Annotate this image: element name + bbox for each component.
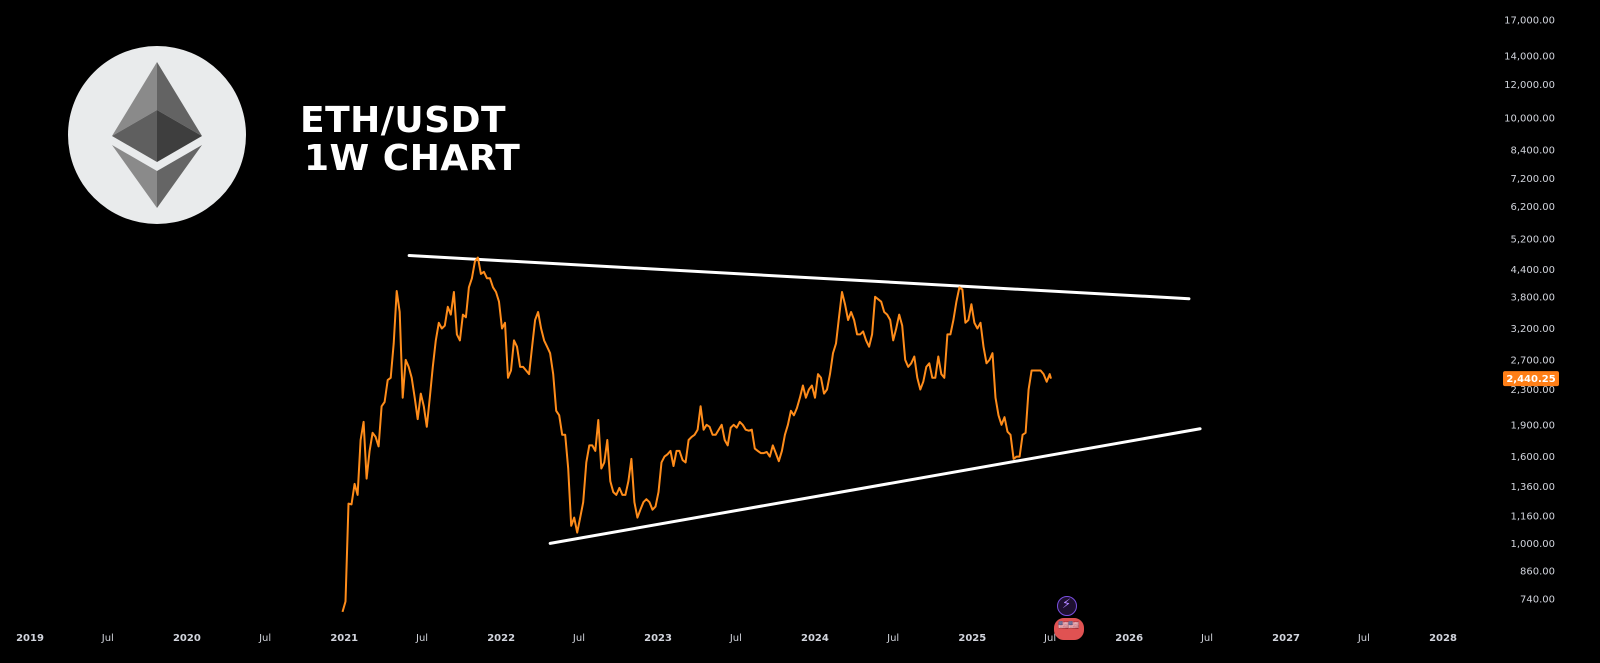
trendline-support[interactable] [548, 427, 1202, 545]
x-tick-label: Jul [1043, 633, 1056, 644]
x-tick-label: Jul [1200, 633, 1213, 644]
y-tick-label: 3,800.00 [1510, 292, 1555, 303]
title-line-2: 1W CHART [304, 138, 521, 179]
x-tick-label: 2019 [16, 633, 44, 644]
x-tick-label: Jul [1357, 633, 1370, 644]
x-tick-label: 2024 [801, 633, 829, 644]
x-tick-label: Jul [729, 633, 742, 644]
y-tick-label: 3,200.00 [1510, 324, 1555, 335]
x-axis[interactable]: 2019 Jul 2020 Jul 2021 Jul 2022 Jul 2023 Jul 2024 J… [16, 633, 1457, 644]
x-tick-label: 2028 [1429, 633, 1457, 644]
y-tick-label: 7,200.00 [1510, 174, 1555, 185]
us-flag-icon[interactable]: 🇺🇸🇺🇸 [1054, 618, 1084, 640]
y-tick-label: 17,000.00 [1504, 16, 1555, 27]
y-tick-label: 12,000.00 [1504, 80, 1555, 91]
y-tick-label: 740.00 [1520, 595, 1555, 606]
x-tick-label: Jul [886, 633, 899, 644]
x-tick-label: 2026 [1115, 633, 1143, 644]
trendline-resistance[interactable] [407, 254, 1191, 301]
y-tick-label: 2,700.00 [1510, 355, 1555, 366]
title-line-1: ETH/USDT [300, 100, 507, 141]
x-tick-label: 2020 [173, 633, 201, 644]
x-tick-label: 2023 [644, 633, 672, 644]
y-tick-label: 10,000.00 [1504, 114, 1555, 125]
last-price-tag: 2,440.25 [1503, 371, 1559, 387]
y-tick-label: 4,400.00 [1510, 265, 1555, 276]
trendlines[interactable] [407, 254, 1202, 545]
y-tick-label: 1,360.00 [1510, 482, 1555, 493]
x-tick-label: Jul [415, 633, 428, 644]
last-price-label: 2,440.25 [1506, 374, 1555, 385]
y-tick-label: 14,000.00 [1504, 51, 1555, 62]
price-line[interactable] [341, 256, 1052, 613]
x-tick-label: 2022 [487, 633, 515, 644]
y-tick-label: 6,200.00 [1510, 202, 1555, 213]
x-tick-label: 2025 [958, 633, 986, 644]
y-tick-label: 1,900.00 [1510, 420, 1555, 431]
y-axis[interactable]: 17,000.00 14,000.00 12,000.00 10,000.00 8,40… [1504, 16, 1555, 606]
y-tick-label: 8,400.00 [1510, 146, 1555, 157]
y-tick-label: 5,200.00 [1510, 234, 1555, 245]
ethereum-logo [68, 46, 246, 224]
y-tick-label: 1,000.00 [1510, 539, 1555, 550]
y-tick-label: 1,600.00 [1510, 452, 1555, 463]
x-tick-label: Jul [572, 633, 585, 644]
lightning-icon[interactable]: ⚡ [1057, 596, 1077, 616]
y-tick-label: 860.00 [1520, 567, 1555, 578]
chart-title: ETH/USDT 1W CHART [300, 102, 520, 178]
x-tick-label: Jul [101, 633, 114, 644]
x-tick-label: Jul [258, 633, 271, 644]
ethereum-icon [112, 62, 202, 208]
x-tick-label: 2021 [330, 633, 358, 644]
event-markers[interactable]: ⚡ 🇺🇸🇺🇸 [1054, 596, 1084, 642]
y-tick-label: 1,160.00 [1510, 511, 1555, 522]
y-tick-label: 2,300.00 [1510, 385, 1555, 396]
x-tick-label: 2027 [1272, 633, 1300, 644]
